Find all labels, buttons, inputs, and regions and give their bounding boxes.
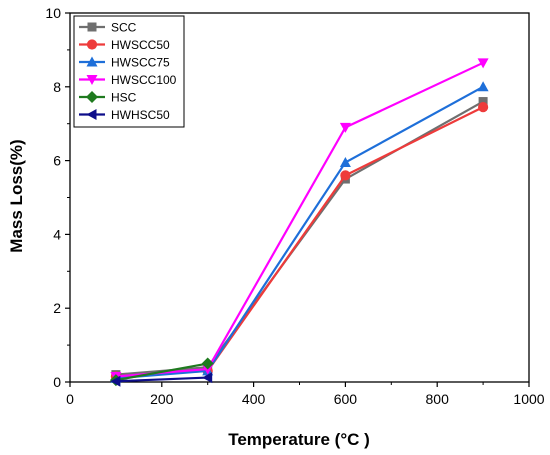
series-scc [111, 97, 488, 380]
data-point-hwhsc50-1 [202, 372, 213, 384]
x-tick-label-2: 400 [242, 391, 266, 407]
data-point-hwscc100-3 [477, 58, 489, 69]
legend-entry-scc: SCC [79, 21, 137, 35]
y-tick-label-4: 8 [53, 79, 61, 95]
y-axis-title: Mass Loss(%) [7, 139, 26, 252]
legend-label-hwscc50: HWSCC50 [111, 38, 170, 52]
y-tick-label-2: 4 [53, 226, 61, 242]
y-tick-label-5: 10 [45, 5, 61, 21]
data-point-hwhsc50-0 [110, 375, 121, 387]
data-point-hsc-1 [201, 357, 214, 370]
series-line-hwscc75 [115, 85, 484, 380]
data-point-hwscc100-2 [339, 122, 351, 133]
x-tick-label-5: 1000 [513, 391, 544, 407]
series-hwhsc50 [110, 372, 213, 387]
series-line-hsc [115, 362, 208, 382]
x-axis-title: Temperature (°C ) [228, 430, 370, 449]
legend-entry-hwscc75: HWSCC75 [79, 56, 170, 70]
x-tick-label-4: 800 [426, 391, 450, 407]
series-layer [109, 58, 489, 387]
series-hwscc50 [110, 101, 489, 382]
data-point-hwscc100-1 [202, 364, 214, 375]
legend-marker-hwscc100 [86, 75, 98, 85]
legend-marker-scc [87, 22, 97, 32]
legend-label-hsc: HSC [111, 91, 137, 105]
data-point-scc-3 [478, 97, 488, 107]
legend-label-hwscc100: HWSCC100 [111, 73, 177, 87]
legend-label-hwhsc50: HWHSC50 [111, 108, 170, 122]
legend-entry-hwscc50: HWSCC50 [79, 38, 170, 52]
data-point-hwscc75-2 [339, 156, 351, 167]
legend-entry-hsc: HSC [79, 91, 137, 105]
legend-marker-hwscc50 [86, 39, 98, 50]
x-tick-label-1: 200 [150, 391, 174, 407]
x-tick-label-3: 600 [334, 391, 358, 407]
data-point-hwscc75-3 [477, 81, 489, 92]
series-line-scc [115, 100, 484, 376]
legend-entry-hwscc100: HWSCC100 [79, 73, 177, 87]
legend-entry-hwhsc50: HWHSC50 [79, 108, 170, 122]
y-tick-label-0: 0 [53, 374, 61, 390]
legend-box [73, 15, 185, 128]
legend-marker-hwhsc50 [86, 109, 97, 120]
legend-marker-hwscc75 [86, 56, 98, 67]
axes: 0 200 400 600 800 1000 0 2 4 6 8 10 [45, 5, 544, 407]
legend-marker-hsc [86, 91, 98, 103]
series-line-hwhsc50 [115, 376, 208, 383]
legend: SCC HWSCC50 HWSCC75 HWSCC100 HSC HWHSC50 [73, 15, 185, 128]
y-tick-label-3: 6 [53, 153, 61, 169]
y-tick-label-1: 2 [53, 300, 61, 316]
x-tick-label-0: 0 [66, 391, 74, 407]
data-point-hwscc50-2 [340, 170, 351, 181]
legend-label-hwscc75: HWSCC75 [111, 56, 170, 70]
series-line-hwscc50 [115, 106, 484, 378]
legend-label-scc: SCC [111, 21, 137, 35]
data-point-hwscc50-3 [478, 101, 489, 113]
